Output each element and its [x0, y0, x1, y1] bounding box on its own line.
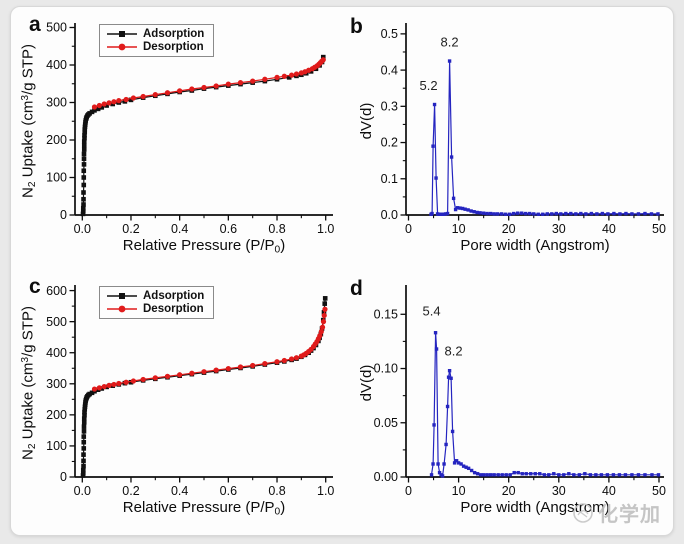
svg-text:500: 500: [46, 21, 67, 35]
svg-text:0.1: 0.1: [381, 172, 398, 186]
svg-text:5.4: 5.4: [423, 303, 441, 318]
legend-row-adsorption: Adsorption: [106, 28, 204, 40]
panel-a-ylabel: N2 Uptake (cm3/g STP): [19, 44, 39, 198]
svg-text:40: 40: [602, 484, 616, 498]
svg-text:0.10: 0.10: [374, 362, 398, 376]
svg-text:0.6: 0.6: [220, 484, 237, 498]
svg-text:100: 100: [46, 439, 67, 453]
panel-d-xlabel: Pore width (Angstrom): [460, 499, 610, 516]
svg-text:400: 400: [46, 346, 67, 360]
watermark: 化学加: [571, 498, 661, 527]
svg-text:8.2: 8.2: [441, 35, 459, 50]
desorption-marker-icon: [107, 305, 137, 313]
figure-card: a 0.0 0.2 0.4 0.6 0.8 1.0 0 100 200 300 400 500 Ads…: [10, 6, 674, 536]
desorption-marker-icon: [107, 43, 137, 51]
svg-text:0.0: 0.0: [74, 222, 91, 236]
svg-text:0.6: 0.6: [220, 222, 237, 236]
legend-row-desorption: Desorption: [106, 303, 204, 315]
panel-c-letter: c: [29, 275, 41, 298]
panel-b-chart: 0 10 20 30 40 50 0.0 0.1 0.2 0.3 0.4 0.5 5.2 8.2: [381, 23, 666, 236]
svg-text:1.0: 1.0: [317, 222, 334, 236]
panel-c-legend: Adsorption Desorption: [99, 286, 215, 319]
svg-text:0.05: 0.05: [374, 416, 398, 430]
svg-text:300: 300: [46, 96, 67, 110]
watermark-logo-icon: [573, 502, 593, 523]
panel-d-ylabel: dV(d): [358, 364, 375, 402]
svg-text:0.0: 0.0: [74, 484, 91, 498]
svg-text:0.3: 0.3: [381, 100, 398, 114]
panel-d-letter: d: [350, 277, 363, 300]
figure-grid: a 0.0 0.2 0.4 0.6 0.8 1.0 0 100 200 300 400 500 Ads…: [11, 9, 673, 533]
svg-text:0.8: 0.8: [268, 222, 285, 236]
panel-a-chart: 0.0 0.2 0.4 0.6 0.8 1.0 0 100 200 300 400 500: [46, 21, 334, 236]
svg-text:20: 20: [502, 484, 516, 498]
svg-text:10: 10: [452, 222, 466, 236]
panel-c-xlabel: Relative Pressure (P/P0): [122, 499, 286, 518]
svg-text:0.00: 0.00: [374, 470, 398, 484]
svg-text:0: 0: [405, 222, 412, 236]
svg-text:50: 50: [652, 222, 666, 236]
svg-text:0.4: 0.4: [171, 484, 188, 498]
panel-a: a 0.0 0.2 0.4 0.6 0.8 1.0 0 100 200 300 400 500 Ads…: [11, 9, 342, 271]
svg-text:0.15: 0.15: [374, 307, 398, 321]
legend-label-desorption: Desorption: [143, 303, 204, 315]
panel-c-chart: 0.0 0.2 0.4 0.6 0.8 1.0 0 100 200 300 400 500 600: [46, 284, 334, 498]
svg-text:1.0: 1.0: [317, 484, 334, 498]
panel-d-chart: 0 10 20 30 40 50 0.00 0.05 0.10 0.15 5.4 8.2: [374, 285, 666, 498]
svg-text:100: 100: [46, 171, 67, 185]
legend-label-desorption: Desorption: [143, 41, 204, 53]
svg-text:50: 50: [652, 484, 666, 498]
panel-c-ylabel: N2 Uptake (cm3/g STP): [19, 306, 39, 460]
adsorption-marker-icon: [107, 31, 137, 37]
panel-c: c 0.0 0.2 0.4 0.6 0.8 1.0 0 100 200 300 400 500 600 …: [11, 271, 342, 533]
svg-text:0.2: 0.2: [122, 484, 139, 498]
svg-text:200: 200: [46, 408, 67, 422]
svg-text:40: 40: [602, 222, 616, 236]
svg-text:0.5: 0.5: [381, 27, 398, 41]
panel-b: b 0 10 20 30 40 50 0.0 0.1 0.2 0.3 0.4 0.5 5.2 8.2 dV…: [342, 9, 673, 271]
panel-b-ylabel: dV(d): [358, 102, 375, 140]
svg-text:0.4: 0.4: [381, 63, 398, 77]
watermark-text: 化学加: [598, 504, 661, 526]
svg-text:0: 0: [60, 470, 67, 484]
legend-row-desorption: Desorption: [106, 41, 204, 53]
svg-text:0: 0: [405, 484, 412, 498]
svg-text:10: 10: [452, 484, 466, 498]
svg-text:200: 200: [46, 133, 67, 147]
panel-d: d 0 10 20 30 40 50 0.00 0.05 0.10 0.15 5.4 8.2 dV(d…: [342, 271, 673, 533]
svg-text:30: 30: [552, 222, 566, 236]
svg-text:0.2: 0.2: [122, 222, 139, 236]
svg-text:0.0: 0.0: [381, 208, 398, 222]
adsorption-marker-icon: [107, 293, 137, 299]
legend-row-adsorption: Adsorption: [106, 290, 204, 302]
svg-text:0: 0: [60, 208, 67, 222]
panel-b-xlabel: Pore width (Angstrom): [460, 237, 610, 254]
svg-text:500: 500: [46, 315, 67, 329]
legend-label-adsorption: Adsorption: [143, 290, 205, 302]
svg-text:0.8: 0.8: [268, 484, 285, 498]
panel-a-xlabel: Relative Pressure (P/P0): [122, 237, 286, 256]
svg-text:0.4: 0.4: [171, 222, 188, 236]
panel-a-letter: a: [29, 13, 41, 36]
panel-b-letter: b: [350, 15, 363, 38]
svg-text:0.2: 0.2: [381, 136, 398, 150]
svg-text:300: 300: [46, 377, 67, 391]
panel-a-legend: Adsorption Desorption: [99, 24, 215, 57]
legend-label-adsorption: Adsorption: [143, 28, 205, 40]
svg-text:600: 600: [46, 284, 67, 298]
svg-text:5.2: 5.2: [420, 78, 438, 93]
svg-text:30: 30: [552, 484, 566, 498]
svg-text:8.2: 8.2: [445, 344, 463, 359]
svg-text:400: 400: [46, 58, 67, 72]
svg-text:20: 20: [502, 222, 516, 236]
